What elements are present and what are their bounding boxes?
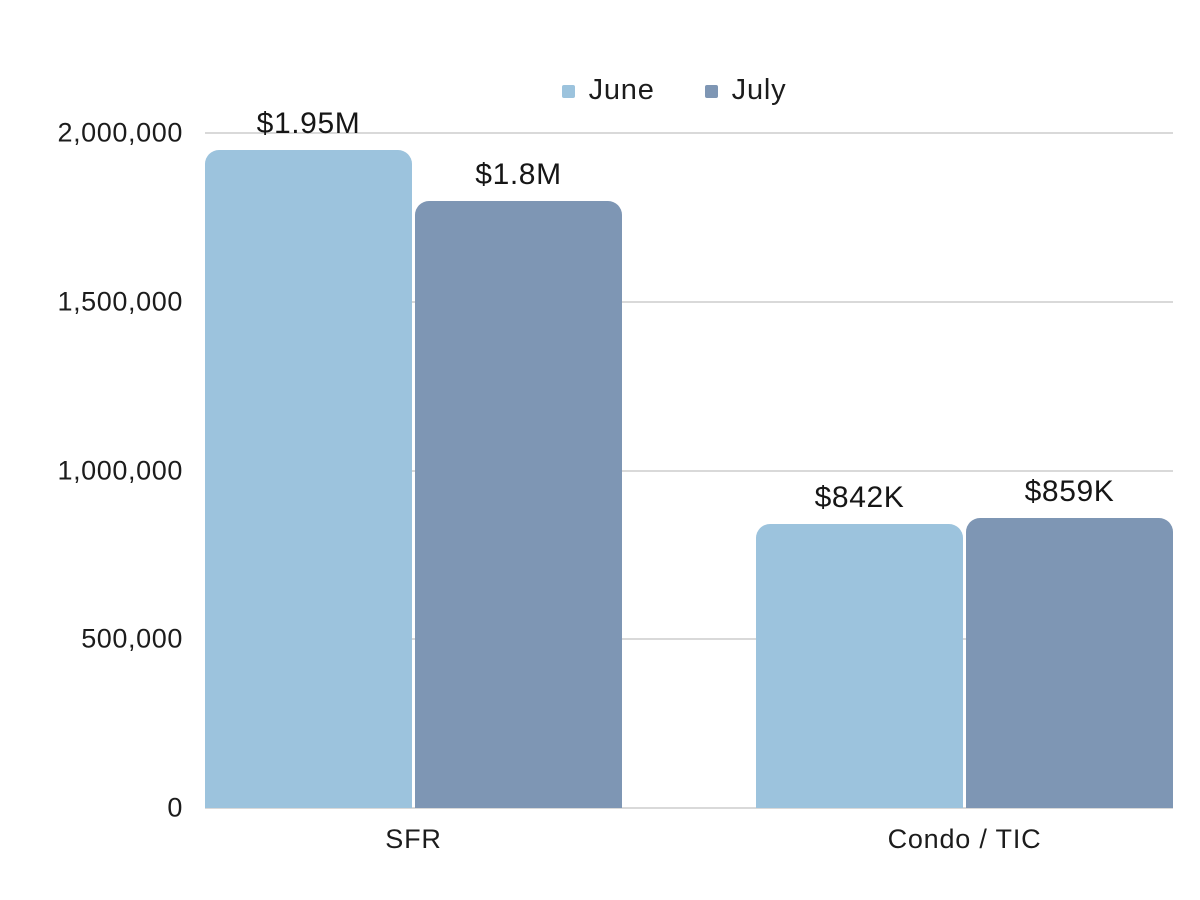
bar-july-condo-tic — [966, 518, 1173, 808]
bar-value-label: $1.95M — [256, 106, 361, 140]
legend-item-june: June — [561, 74, 655, 107]
gridline-0 — [205, 807, 1173, 809]
bar-group-sfr: $1.95M $1.8M — [205, 107, 622, 808]
x-axis: SFR Condo / TIC — [205, 824, 1173, 864]
gridline-1000000 — [205, 469, 1173, 472]
y-axis: 0 500,000 1,000,000 1,500,000 2,000,000 — [0, 118, 183, 823]
bar-june-sfr — [205, 149, 412, 808]
x-tick-label: SFR — [385, 824, 442, 854]
bar-value-label: $859K — [1024, 475, 1115, 509]
bar-value-label: $842K — [814, 480, 905, 514]
gridline-2000000 — [205, 132, 1173, 134]
y-tick-label: 0 — [167, 792, 183, 823]
legend-label: July — [731, 74, 787, 106]
bar-group-condo-tic: $842K $859K — [756, 133, 1173, 808]
gridline-1500000 — [205, 300, 1173, 303]
chart-legend: June July — [190, 74, 1158, 107]
y-tick-label: 500,000 — [81, 623, 183, 654]
plot-area: $1.95M $1.8M $842K $859K — [205, 107, 1173, 809]
y-tick-label: 1,000,000 — [57, 455, 183, 485]
y-tick-label: 2,000,000 — [57, 117, 183, 148]
y-tick-label: 1,500,000 — [57, 286, 183, 317]
gridline-500000 — [205, 638, 1173, 641]
bar-july-sfr — [415, 200, 622, 808]
legend-item-july: July — [704, 74, 787, 107]
legend-label: June — [588, 74, 655, 106]
legend-swatch-icon — [561, 85, 575, 98]
legend-swatch-icon — [704, 85, 718, 98]
bar-value-label: $1.8M — [475, 157, 562, 191]
bar-june-condo-tic — [756, 523, 963, 808]
x-tick-label: Condo / TIC — [887, 824, 1042, 854]
